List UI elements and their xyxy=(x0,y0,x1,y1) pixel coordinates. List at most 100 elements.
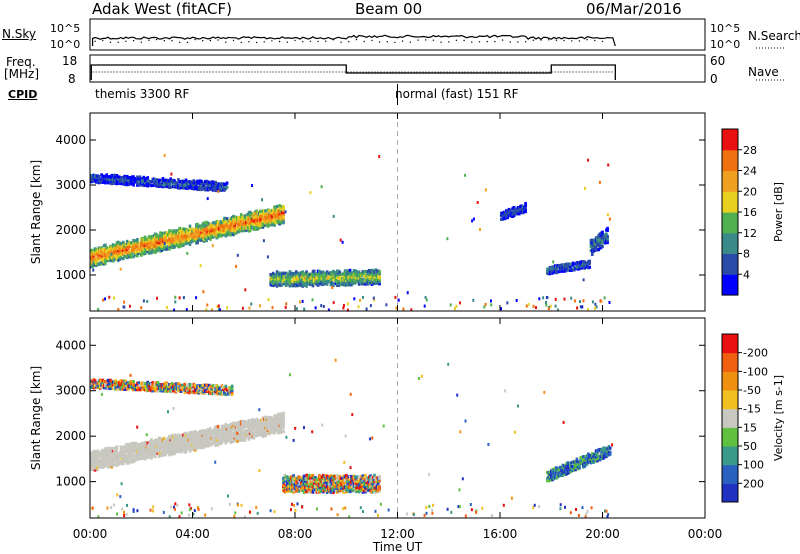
power-panel-cell xyxy=(169,177,172,181)
power-panel-noise-cell xyxy=(394,295,397,299)
velocity-panel-cell xyxy=(172,441,175,446)
velocity-panel-colorbar-tick-label: -200 xyxy=(743,347,768,360)
power-panel-cell xyxy=(575,263,579,267)
velocity-panel-cell xyxy=(607,453,611,457)
velocity-panel-cell xyxy=(333,483,336,487)
velocity-panel-noise-cell xyxy=(210,507,213,511)
velocity-panel-cell xyxy=(238,436,242,440)
power-panel-cell xyxy=(524,201,527,206)
power-panel-cell xyxy=(233,223,237,227)
velocity-panel-cell xyxy=(160,385,164,389)
velocity-panel-xlabel: Time UT xyxy=(372,540,423,554)
power-panel-noise-cell xyxy=(546,296,549,299)
velocity-panel-noise-cell xyxy=(450,510,453,514)
velocity-panel-noise-cell xyxy=(590,506,593,510)
velocity-panel-noise-cell xyxy=(457,505,460,509)
velocity-panel-cell xyxy=(360,477,363,481)
velocity-panel-noise-cell xyxy=(464,514,467,518)
power-panel-noise-cell xyxy=(506,301,509,305)
velocity-panel-cell xyxy=(215,384,219,388)
power-panel-cell xyxy=(287,272,290,276)
power-panel-cell xyxy=(282,215,285,219)
power-panel-cell xyxy=(197,187,201,191)
power-panel-cell xyxy=(122,240,125,244)
nsearch-dot xyxy=(325,40,327,42)
power-panel-cell xyxy=(282,273,285,277)
power-panel-cell xyxy=(588,265,591,269)
velocity-panel-cell xyxy=(348,483,352,487)
velocity-panel-cell xyxy=(97,451,101,455)
power-panel-cell xyxy=(157,239,161,243)
velocity-panel-cell xyxy=(252,436,256,440)
power-panel-noise-cell xyxy=(581,305,584,309)
power-panel-cell xyxy=(261,219,265,223)
power-panel-cell xyxy=(266,218,270,222)
power-panel-cell xyxy=(369,272,372,277)
power-panel-cell xyxy=(118,175,121,179)
power-panel-noise-cell xyxy=(346,308,349,312)
velocity-panel-cell xyxy=(104,457,107,461)
power-panel-noise-cell xyxy=(527,303,530,306)
nsearch-dot xyxy=(225,41,227,43)
power-panel-cell xyxy=(196,181,199,185)
velocity-panel-cell xyxy=(124,379,128,383)
power-panel-cell xyxy=(329,275,333,279)
velocity-panel-cell xyxy=(242,424,246,428)
velocity-panel-cell xyxy=(179,389,183,393)
power-panel-cell xyxy=(157,178,161,182)
power-panel-cell xyxy=(191,231,194,235)
power-panel-cell xyxy=(250,224,253,228)
velocity-panel-cell xyxy=(369,490,372,494)
velocity-panel-colorbar-segment xyxy=(722,464,738,484)
power-panel-cell xyxy=(123,244,126,248)
velocity-panel-cell xyxy=(211,386,215,390)
velocity-panel-cell xyxy=(90,453,93,457)
power-panel-cell xyxy=(115,174,119,178)
power-panel-cell xyxy=(104,177,107,181)
velocity-panel-cell xyxy=(184,450,188,454)
power-panel-noise-cell xyxy=(547,307,550,311)
velocity-panel-cell xyxy=(329,490,333,494)
power-panel-cell xyxy=(316,269,320,273)
power-panel-cell xyxy=(298,277,302,281)
nsearch-dot xyxy=(601,40,604,43)
nsearch-dot xyxy=(363,40,365,43)
power-panel-cell xyxy=(219,222,222,226)
velocity-panel-cell xyxy=(296,480,299,484)
power-panel-cell xyxy=(259,211,262,215)
nsearch-dot xyxy=(532,39,534,41)
velocity-panel-cell xyxy=(173,437,176,441)
velocity-panel-cell xyxy=(316,483,320,487)
power-panel-cell xyxy=(90,180,93,184)
power-panel-cell xyxy=(503,212,507,216)
power-panel-cell xyxy=(128,251,131,255)
power-panel-cell xyxy=(601,244,604,248)
velocity-panel-noise-cell xyxy=(248,510,251,514)
power-panel-cell xyxy=(222,232,225,237)
power-panel-noise-cell xyxy=(545,303,548,307)
velocity-panel-cell xyxy=(218,389,221,393)
velocity-panel-cell xyxy=(365,484,369,489)
velocity-panel-cell xyxy=(239,426,243,430)
power-panel-colorbar-tick-label: 8 xyxy=(743,248,750,261)
power-panel-noise-cell xyxy=(579,300,581,304)
velocity-panel-noise-cell xyxy=(586,509,589,513)
velocity-panel-cell xyxy=(113,453,116,457)
velocity-panel-cell xyxy=(583,460,586,464)
power-panel-cell xyxy=(157,241,161,245)
power-panel-cell xyxy=(319,274,322,278)
power-panel-noise-cell xyxy=(123,305,126,309)
velocity-panel-cell xyxy=(307,490,311,494)
velocity-panel-noise-cell xyxy=(123,514,126,518)
power-panel-cell xyxy=(501,217,504,221)
velocity-panel-cell xyxy=(257,427,261,431)
power-panel-cell xyxy=(565,262,568,266)
velocity-panel-cell xyxy=(336,474,339,478)
power-panel-noise-cell xyxy=(174,300,177,304)
velocity-panel-xtick-label: 04:00 xyxy=(175,527,210,541)
power-panel-cell xyxy=(524,203,527,208)
velocity-panel-cell xyxy=(104,455,107,459)
power-panel-cell xyxy=(275,217,279,221)
power-panel-cell xyxy=(503,214,507,218)
velocity-panel-cell xyxy=(213,391,216,396)
